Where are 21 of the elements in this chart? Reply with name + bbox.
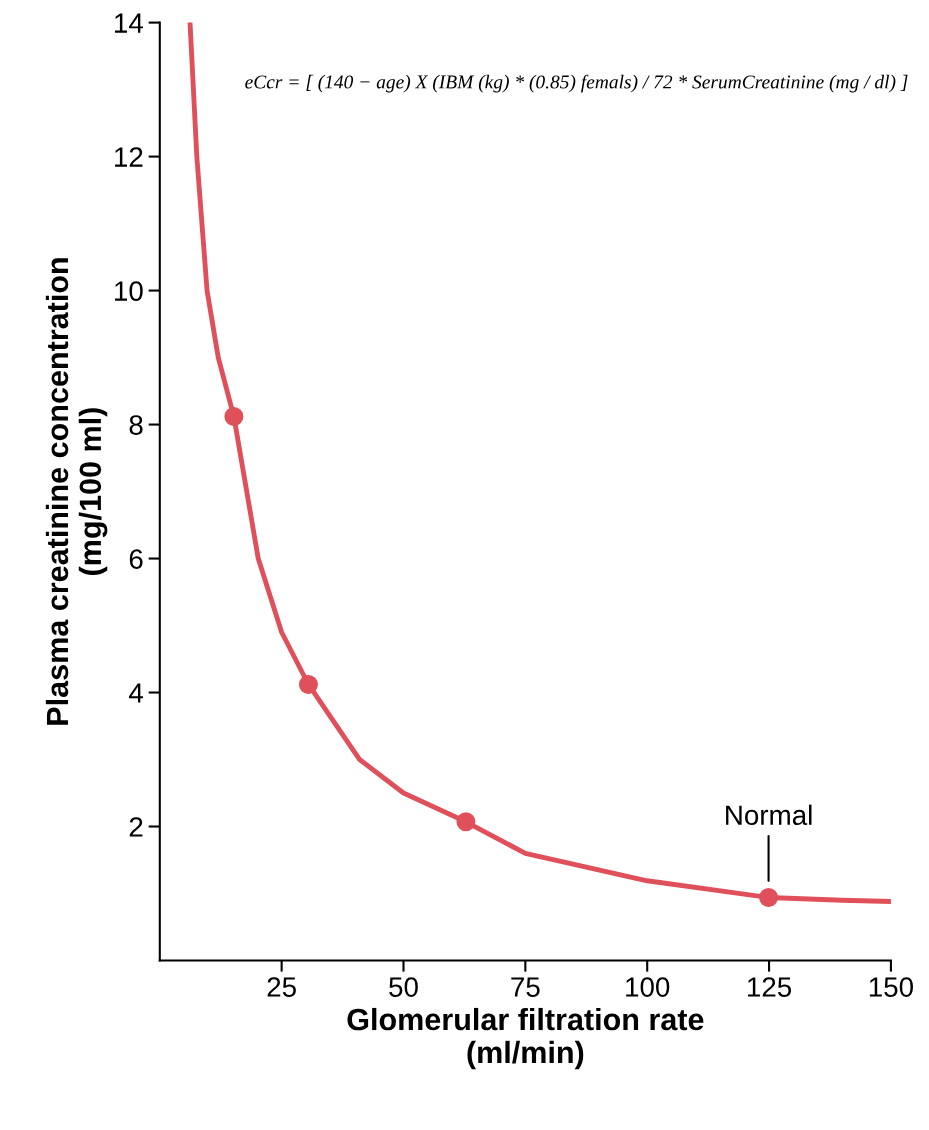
x-tick-label: 75 (511, 977, 540, 997)
y-tick-label: 10 (115, 281, 143, 301)
y-axis-title: Plasma creatinine concentration (mg/100 ml) (45, 258, 108, 725)
y-tick-label: 12 (115, 147, 143, 167)
x-axis-title: Glomerular filtration rate (ml/min) (347, 1007, 704, 1070)
point (224, 407, 244, 426)
y-tick-label: 14 (115, 13, 144, 33)
point (759, 888, 779, 908)
annotation: eCcr = [ (140 − age) X (IBM (kg) * (0.85) femals) / 72 * SerumCreatinine (mg / dl) ] (245, 74, 908, 93)
y-tick-label: 6 (129, 549, 143, 569)
annotation: Normal (726, 804, 812, 826)
x-tick-label: 25 (267, 977, 296, 997)
x-tick-label: 50 (389, 977, 418, 997)
x-tick-label: 150 (869, 977, 913, 997)
y-tick-label: 2 (129, 817, 143, 837)
y-tick-label: 4 (129, 683, 143, 703)
x-tick-label: 100 (626, 977, 670, 997)
point (298, 675, 318, 694)
y-tick-label: 8 (129, 415, 143, 435)
x-tick-label: 125 (748, 977, 792, 997)
point (456, 812, 476, 832)
